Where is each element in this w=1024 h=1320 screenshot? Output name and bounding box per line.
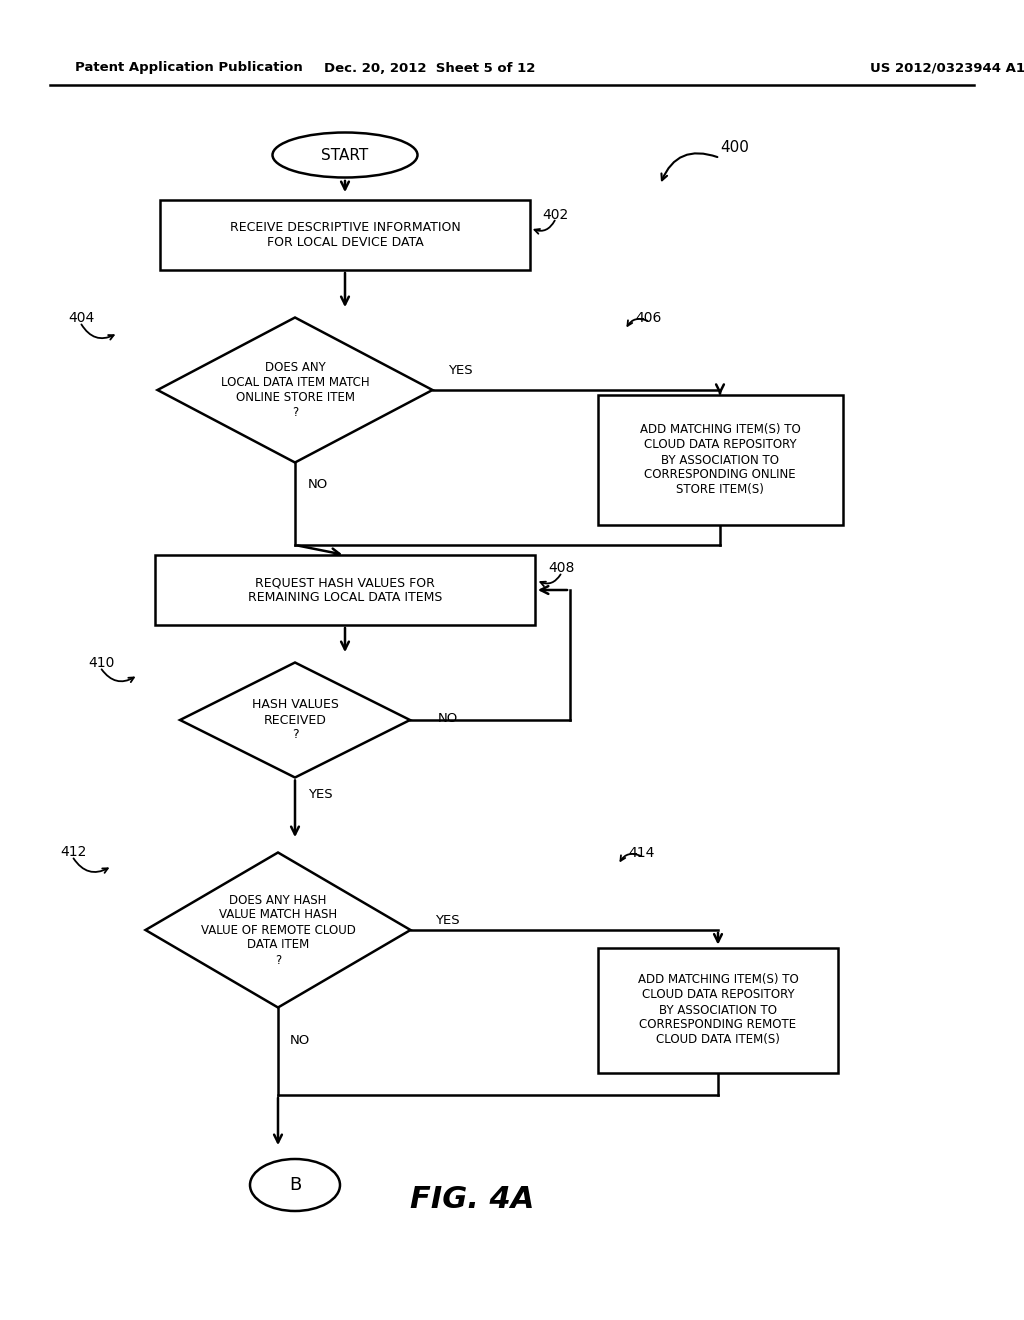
Text: RECEIVE DESCRIPTIVE INFORMATION
FOR LOCAL DEVICE DATA: RECEIVE DESCRIPTIVE INFORMATION FOR LOCA… xyxy=(229,220,461,249)
Text: REQUEST HASH VALUES FOR
REMAINING LOCAL DATA ITEMS: REQUEST HASH VALUES FOR REMAINING LOCAL … xyxy=(248,576,442,605)
Text: DOES ANY
LOCAL DATA ITEM MATCH
ONLINE STORE ITEM
?: DOES ANY LOCAL DATA ITEM MATCH ONLINE ST… xyxy=(221,360,370,418)
Text: ADD MATCHING ITEM(S) TO
CLOUD DATA REPOSITORY
BY ASSOCIATION TO
CORRESPONDING ON: ADD MATCHING ITEM(S) TO CLOUD DATA REPOS… xyxy=(640,424,801,496)
Text: 408: 408 xyxy=(548,561,574,576)
Text: HASH VALUES
RECEIVED
?: HASH VALUES RECEIVED ? xyxy=(252,698,339,742)
Polygon shape xyxy=(145,853,411,1007)
Text: 400: 400 xyxy=(720,140,749,156)
Polygon shape xyxy=(180,663,410,777)
Bar xyxy=(160,201,530,271)
Text: FIG. 4A: FIG. 4A xyxy=(410,1185,535,1214)
Bar xyxy=(598,948,838,1072)
Text: Patent Application Publication: Patent Application Publication xyxy=(75,62,303,74)
Text: Dec. 20, 2012  Sheet 5 of 12: Dec. 20, 2012 Sheet 5 of 12 xyxy=(325,62,536,74)
Text: 410: 410 xyxy=(88,656,115,671)
Polygon shape xyxy=(158,318,432,462)
Ellipse shape xyxy=(250,1159,340,1210)
Text: START: START xyxy=(322,148,369,162)
Ellipse shape xyxy=(272,132,418,177)
Text: 402: 402 xyxy=(542,209,568,222)
Text: YES: YES xyxy=(308,788,333,801)
Text: ADD MATCHING ITEM(S) TO
CLOUD DATA REPOSITORY
BY ASSOCIATION TO
CORRESPONDING RE: ADD MATCHING ITEM(S) TO CLOUD DATA REPOS… xyxy=(638,974,799,1047)
Bar xyxy=(597,395,843,525)
Text: YES: YES xyxy=(449,363,473,376)
Text: B: B xyxy=(289,1176,301,1195)
Text: NO: NO xyxy=(290,1034,310,1047)
Text: YES: YES xyxy=(435,913,460,927)
Text: 406: 406 xyxy=(635,312,662,325)
Bar xyxy=(155,554,535,624)
Text: DOES ANY HASH
VALUE MATCH HASH
VALUE OF REMOTE CLOUD
DATA ITEM
?: DOES ANY HASH VALUE MATCH HASH VALUE OF … xyxy=(201,894,355,966)
Text: 404: 404 xyxy=(68,312,94,325)
Text: US 2012/0323944 A1: US 2012/0323944 A1 xyxy=(870,62,1024,74)
Text: 414: 414 xyxy=(628,846,654,861)
Text: 412: 412 xyxy=(60,845,86,859)
Text: NO: NO xyxy=(438,711,459,725)
Text: NO: NO xyxy=(308,479,329,491)
